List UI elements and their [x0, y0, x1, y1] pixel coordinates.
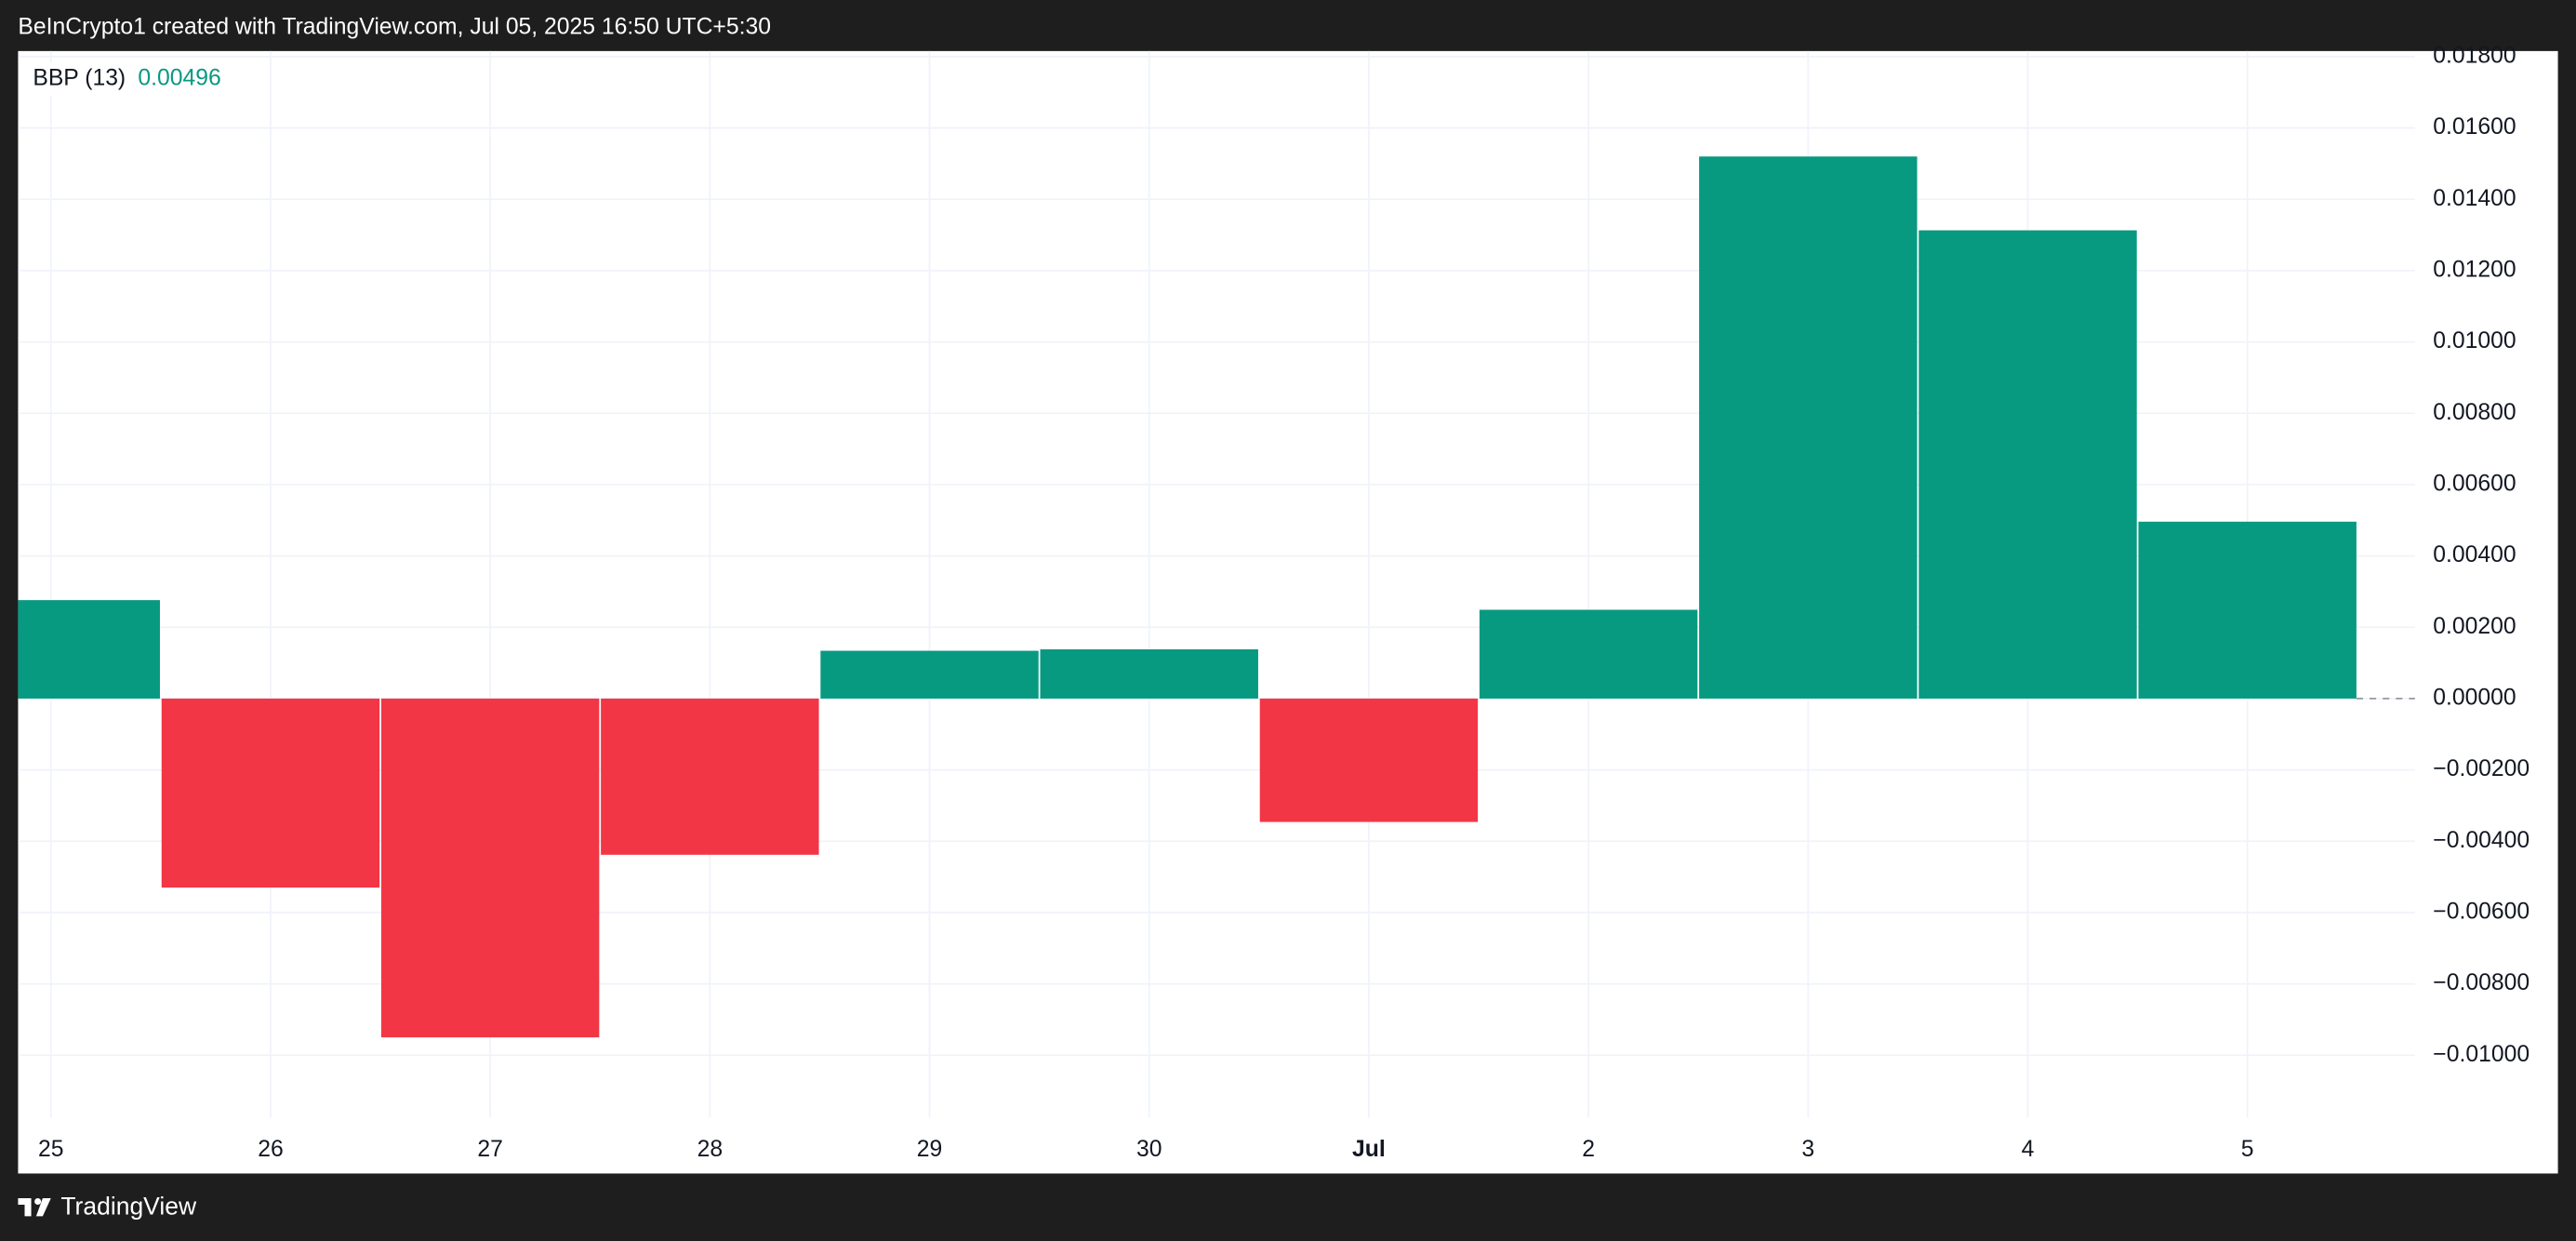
x-tick-label: 2: [1582, 1137, 1595, 1162]
bar: [601, 698, 819, 855]
y-tick-label: 0.01200: [2433, 257, 2516, 282]
indicator-name: BBP (13): [33, 65, 126, 90]
bar: [2138, 521, 2357, 699]
x-tick-label: 4: [2022, 1137, 2035, 1162]
y-tick-label: 0.01800: [2433, 43, 2516, 68]
x-tick-label: 3: [1801, 1137, 1814, 1162]
bar: [1040, 649, 1258, 699]
y-tick-label: −0.00200: [2433, 756, 2530, 781]
y-tick-label: 0.01000: [2433, 328, 2516, 354]
bar: [1919, 230, 2137, 699]
bars: [18, 156, 2357, 1038]
x-tick-label: 25: [38, 1137, 64, 1162]
x-tick-label: 28: [697, 1137, 723, 1162]
footer-brand: TradingView: [60, 1193, 197, 1221]
bar: [1259, 698, 1479, 822]
x-tick-label: 30: [1136, 1137, 1162, 1162]
indicator-value: 0.00496: [138, 65, 220, 90]
y-tick-label: 0.00000: [2433, 685, 2516, 710]
x-tick-label: 26: [258, 1137, 284, 1162]
bar: [1699, 156, 1918, 699]
y-tick-label: 0.00800: [2433, 400, 2516, 425]
bar: [161, 698, 380, 888]
brand-logo: [18, 1197, 51, 1217]
y-tick-label: 0.01400: [2433, 186, 2516, 211]
x-tick-label: Jul: [1352, 1137, 1386, 1162]
x-tick-label: 5: [2241, 1137, 2254, 1162]
bar: [820, 650, 1039, 699]
y-tick-label: 0.00400: [2433, 542, 2516, 567]
labels: 0.01800 0.01600 0.01400 0.01200 0.01000 0.008…: [38, 43, 2530, 1162]
bar: [18, 600, 160, 699]
legend-bg: [24, 62, 239, 96]
y-tick-label: −0.01000: [2433, 1042, 2530, 1067]
bar: [1479, 609, 1698, 699]
header-text: BeInCrypto1 created with TradingView.com…: [18, 15, 771, 40]
y-tick-label: 0.00600: [2433, 471, 2516, 496]
y-tick-label: 0.00200: [2433, 614, 2516, 639]
y-tick-label: −0.00800: [2433, 970, 2530, 995]
bar: [380, 698, 600, 1038]
x-tick-label: 27: [477, 1137, 503, 1162]
y-tick-label: 0.01600: [2433, 114, 2516, 140]
y-tick-label: −0.00400: [2433, 828, 2530, 853]
x-tick-label: 29: [917, 1137, 942, 1162]
y-tick-label: −0.00600: [2433, 899, 2530, 924]
